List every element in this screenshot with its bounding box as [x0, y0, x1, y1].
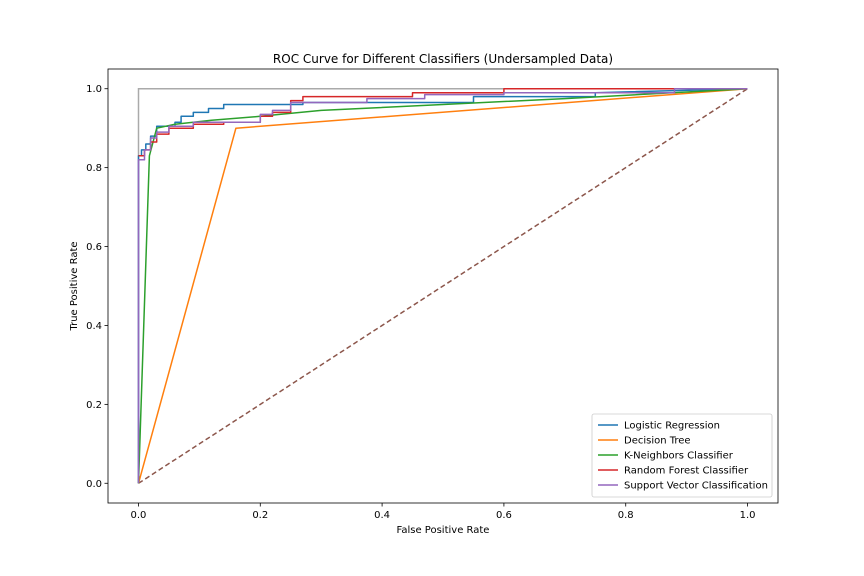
y-tick-label: 0.6: [86, 242, 102, 253]
chance-diagonal-line: [138, 88, 748, 484]
legend-label: Logistic Regression: [624, 421, 720, 432]
legend-label: Support Vector Classification: [624, 481, 768, 492]
series-line-1: [137, 87, 748, 484]
series-line-4: [137, 87, 748, 484]
legend-label: K-Neighbors Classifier: [624, 451, 734, 462]
x-tick-label: 0.8: [618, 510, 634, 521]
legend-label: Random Forest Classifier: [624, 466, 749, 477]
series-line-0: [137, 87, 748, 484]
x-axis-label: False Positive Rate: [397, 525, 490, 536]
y-axis: 0.0 0.2 0.4 0.6 0.8 1.0: [86, 84, 108, 490]
x-tick-label: 1.0: [740, 510, 756, 521]
x-tick-label: 0.6: [496, 510, 512, 521]
x-tick-label: 0.2: [252, 510, 268, 521]
chart-title: ROC Curve for Different Classifiers (Und…: [273, 52, 613, 66]
legend-label: Decision Tree: [624, 436, 691, 447]
y-tick-label: 0.8: [86, 163, 102, 174]
plot-area: [137, 87, 748, 484]
y-tick-label: 0.0: [86, 479, 102, 490]
y-tick-label: 0.4: [86, 321, 102, 332]
y-axis-label: True Positive Rate: [69, 241, 80, 331]
legend: Logistic Regression Decision Tree K-Neighb…: [591, 413, 773, 498]
x-tick-label: 0.0: [131, 510, 147, 521]
x-axis: 0.0 0.2 0.4 0.6 0.8 1.0: [131, 503, 756, 521]
y-tick-label: 1.0: [86, 84, 102, 95]
x-tick-label: 0.4: [374, 510, 390, 521]
legend-box: [591, 413, 773, 498]
plot-frame: [107, 68, 779, 504]
y-tick-label: 0.2: [86, 400, 102, 411]
